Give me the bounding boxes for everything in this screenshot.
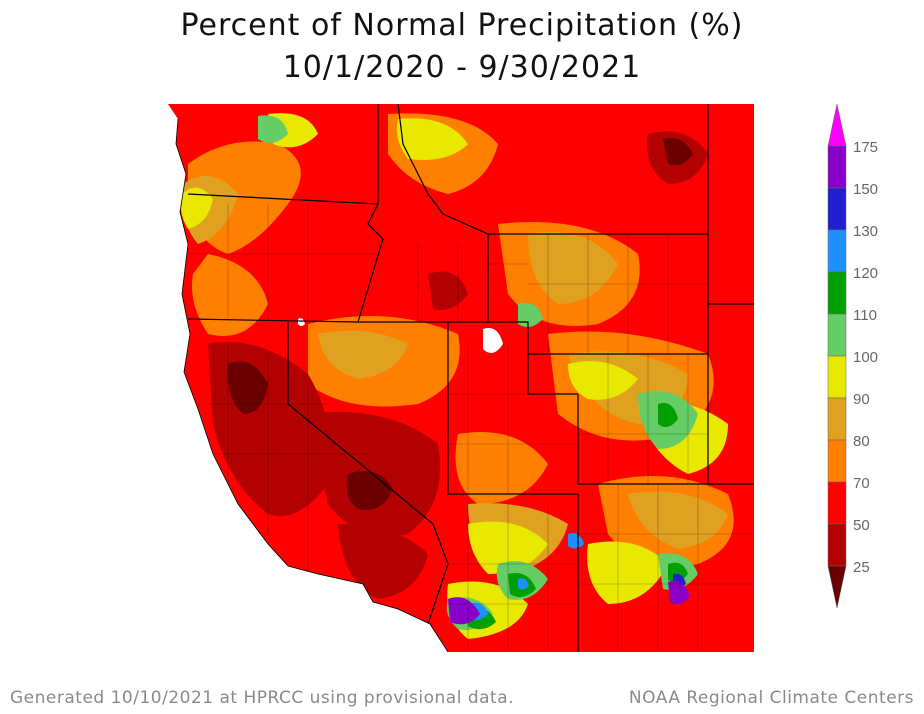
legend-band-80-90 (827, 397, 847, 441)
legend-band-under-25 (827, 565, 847, 609)
precipitation-legend: 175 150 130 120 110 100 90 80 70 50 25 (827, 104, 878, 609)
legend-tick-50: 50 (853, 517, 870, 534)
state-borders (187, 104, 754, 652)
legend-tick-100: 100 (853, 349, 878, 366)
legend-tick-175: 175 (853, 139, 878, 156)
legend-band-50-70 (827, 481, 847, 525)
legend-band-150-175 (827, 145, 847, 189)
legend-band-100-110 (827, 313, 847, 357)
legend-band-130-150 (827, 187, 847, 231)
band-150-175 (448, 580, 690, 625)
legend-band-70-80 (827, 439, 847, 483)
legend-tick-80: 80 (853, 433, 870, 450)
footer-generated-note: Generated 10/10/2021 at HPRCC using prov… (10, 688, 515, 708)
legend-tick-90: 90 (853, 391, 870, 408)
precipitation-map (168, 104, 754, 652)
legend-band-120-130 (827, 229, 847, 273)
legend-tick-110: 110 (853, 307, 877, 324)
legend-tick-25: 25 (853, 559, 870, 576)
legend-band-25-50 (827, 523, 847, 567)
map-date-range: 10/1/2020 - 9/30/2021 (282, 50, 642, 85)
coastline (175, 118, 449, 652)
legend-tick-120: 120 (853, 265, 878, 282)
map-title: Percent of Normal Precipitation (%) (180, 8, 744, 43)
legend-tick-70: 70 (853, 475, 870, 492)
legend-band-over-175 (827, 104, 847, 147)
legend-band-110-120 (827, 271, 847, 315)
county-lines (188, 204, 754, 652)
legend-tick-150: 150 (853, 181, 878, 198)
footer-source: NOAA Regional Climate Centers (628, 688, 914, 708)
legend-band-90-100 (827, 355, 847, 399)
lakes (298, 318, 503, 353)
legend-tick-130: 130 (853, 223, 878, 240)
